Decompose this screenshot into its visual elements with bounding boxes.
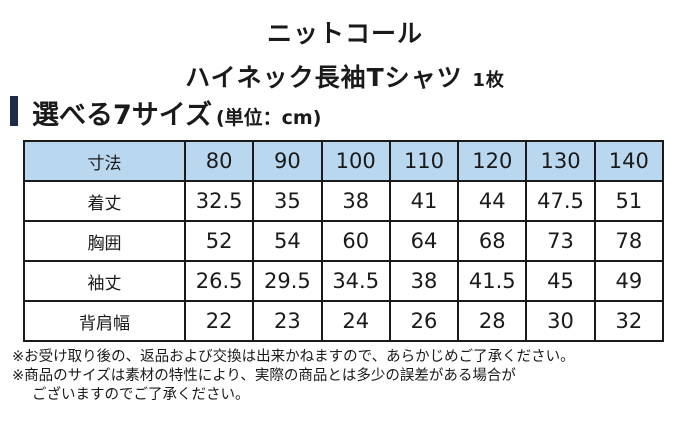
table-cell: 28 xyxy=(457,300,528,342)
table-cell: 54 xyxy=(252,220,323,262)
table-row: 袖丈 26.5 29.5 34.5 38 41.5 45 49 xyxy=(23,260,665,302)
notes: ※お受け取り後の、返品および交換は出来かねますので、あらかじめご了承ください。 … xyxy=(12,348,682,405)
table-cell: 52 xyxy=(183,220,255,262)
table-cell: 29.5 xyxy=(252,260,323,302)
table-cell: 45 xyxy=(525,260,596,302)
section-heading: 選べる7サイズ (単位：cm) xyxy=(32,93,321,132)
table-cell: 41 xyxy=(388,180,460,222)
table-cell: 35 xyxy=(252,180,323,222)
size-header-cell: 140 xyxy=(593,140,665,182)
table-cell: 73 xyxy=(525,220,596,262)
size-header-cell: 110 xyxy=(388,140,460,182)
size-header-cell: 90 xyxy=(252,140,323,182)
note-size-variance-cont: ございますのでご了承ください。 xyxy=(32,387,250,403)
row-label: 着丈 xyxy=(23,180,186,222)
product-name: ハイネック長袖Tシャツ 1枚 xyxy=(0,58,690,94)
table-cell: 38 xyxy=(320,180,391,222)
table-cell: 49 xyxy=(593,260,665,302)
table-cell: 51 xyxy=(593,180,665,222)
table-cell: 44 xyxy=(457,180,528,222)
table-cell: 24 xyxy=(320,300,391,342)
row-label: 袖丈 xyxy=(23,260,186,302)
size-header-cell: 100 xyxy=(320,140,391,182)
table-cell: 60 xyxy=(320,220,391,262)
product-name-text: ハイネック長袖Tシャツ xyxy=(185,63,463,92)
unit-label: (単位：cm) xyxy=(215,107,322,129)
heading-accent-bar xyxy=(10,96,18,126)
table-row: 胸囲 52 54 60 64 68 73 78 xyxy=(23,220,665,262)
size-header-row: 寸法 80 90 100 110 120 130 140 xyxy=(23,140,665,182)
table-cell: 64 xyxy=(388,220,460,262)
table-cell: 68 xyxy=(457,220,528,262)
table-row: 背肩幅 22 23 24 26 28 30 32 xyxy=(23,300,665,342)
size-header-cell: 120 xyxy=(457,140,528,182)
table-cell: 78 xyxy=(593,220,665,262)
table-cell: 30 xyxy=(525,300,596,342)
table-cell: 47.5 xyxy=(525,180,596,222)
row-label: 胸囲 xyxy=(23,220,186,262)
section-heading-text: 選べる7サイズ xyxy=(32,100,212,131)
size-header-cell: 130 xyxy=(525,140,596,182)
product-quantity: 1枚 xyxy=(472,70,505,91)
table-cell: 26.5 xyxy=(183,260,255,302)
table-cell: 23 xyxy=(252,300,323,342)
table-cell: 41.5 xyxy=(457,260,528,302)
size-header-cell: 80 xyxy=(183,140,255,182)
table-cell: 26 xyxy=(388,300,460,342)
table-cell: 34.5 xyxy=(320,260,391,302)
table-cell: 32.5 xyxy=(183,180,255,222)
row-label: 背肩幅 xyxy=(23,300,186,342)
product-brand: ニットコール xyxy=(266,19,423,48)
table-cell: 22 xyxy=(183,300,255,342)
note-return-policy: ※お受け取り後の、返品および交換は出来かねますので、あらかじめご了承ください。 xyxy=(12,349,575,365)
table-cell: 32 xyxy=(593,300,665,342)
corner-cell: 寸法 xyxy=(23,140,186,182)
table-cell: 38 xyxy=(388,260,460,302)
note-size-variance: ※商品のサイズは素材の特性により、実際の商品とは多少の誤差がある場合が xyxy=(12,368,516,384)
table-row: 着丈 32.5 35 38 41 44 47.5 51 xyxy=(23,180,665,222)
size-table: 寸法 80 90 100 110 120 130 140 着丈 32.5 35 … xyxy=(23,140,665,342)
